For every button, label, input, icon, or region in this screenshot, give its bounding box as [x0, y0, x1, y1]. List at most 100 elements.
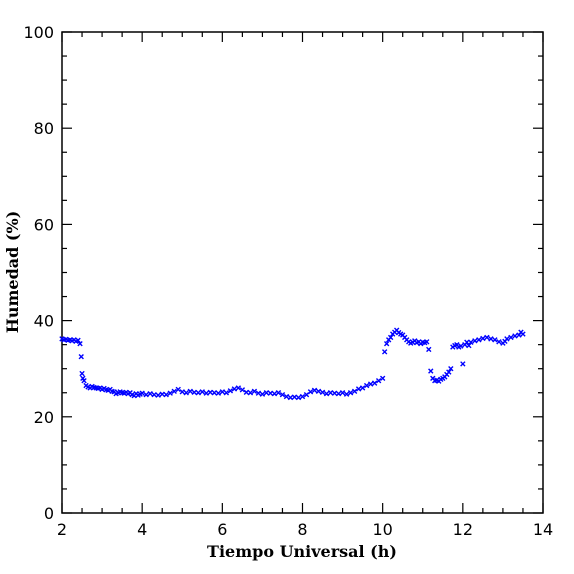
- data-point: [464, 339, 470, 345]
- data-point: [219, 389, 226, 395]
- data-point: [203, 390, 209, 396]
- x-tick-label: 2: [57, 520, 67, 539]
- data-point: [355, 386, 362, 392]
- data-point: [347, 390, 354, 396]
- y-tick-label: 0: [44, 504, 54, 523]
- data-point: [75, 337, 81, 344]
- data-point: [480, 335, 486, 342]
- data-point: [227, 388, 234, 394]
- data-point: [235, 385, 242, 391]
- data-points: [59, 327, 526, 401]
- data-point: [315, 388, 322, 395]
- data-point: [183, 390, 189, 396]
- data-point: [195, 390, 201, 396]
- data-point: [81, 378, 87, 384]
- data-point: [247, 390, 254, 396]
- data-point: [175, 386, 181, 393]
- data-point: [383, 340, 390, 347]
- data-point: [327, 390, 334, 396]
- data-point: [520, 331, 526, 337]
- data-point: [488, 336, 494, 342]
- data-point: [243, 389, 250, 395]
- data-point: [299, 393, 306, 400]
- data-point: [151, 391, 157, 398]
- y-tick-label: 80: [34, 119, 54, 138]
- data-point: [448, 366, 454, 372]
- data-point: [460, 361, 466, 367]
- data-point: [199, 389, 205, 395]
- data-point: [379, 375, 386, 382]
- y-tick-label: 40: [34, 312, 54, 331]
- data-point: [363, 382, 370, 389]
- data-point: [424, 339, 430, 345]
- data-point: [255, 390, 262, 396]
- data-point: [143, 391, 149, 398]
- data-point: [319, 389, 326, 395]
- x-tick-labels: 2 4 6 8 10 12 14: [57, 520, 553, 539]
- data-point: [512, 333, 518, 339]
- data-point: [171, 388, 177, 395]
- data-point: [279, 391, 286, 398]
- data-point: [147, 391, 153, 397]
- data-point: [496, 339, 502, 345]
- data-point: [472, 338, 478, 344]
- data-point: [231, 386, 238, 392]
- data-point: [287, 394, 294, 401]
- plot-frame: [61, 31, 544, 514]
- data-point: [303, 391, 310, 398]
- data-point: [351, 388, 358, 395]
- x-tick-label: 14: [533, 520, 553, 539]
- data-point: [484, 334, 490, 341]
- data-point: [508, 334, 514, 341]
- data-point: [295, 394, 302, 401]
- axis-ticks: [61, 31, 544, 514]
- x-tick-label: 8: [297, 520, 307, 539]
- data-point: [159, 391, 165, 397]
- data-point: [311, 387, 318, 394]
- data-point: [367, 381, 374, 387]
- data-point: [78, 353, 84, 360]
- data-point: [426, 346, 432, 353]
- y-tick-label: 60: [34, 215, 54, 234]
- data-point: [458, 343, 464, 349]
- data-point: [239, 387, 246, 393]
- data-point: [187, 388, 193, 395]
- data-point: [163, 391, 169, 398]
- x-tick-label: 12: [453, 520, 473, 539]
- data-point: [375, 378, 382, 384]
- data-point: [179, 389, 185, 395]
- y-axis-label: Humedad (%): [3, 211, 22, 334]
- data-point: [77, 340, 83, 347]
- data-point: [476, 337, 482, 343]
- data-point: [343, 391, 350, 397]
- data-point: [79, 370, 85, 377]
- data-point: [492, 337, 498, 343]
- data-point: [275, 390, 282, 396]
- x-axis-label: Tiempo Universal (h): [207, 542, 397, 561]
- data-point: [307, 389, 314, 395]
- data-point: [339, 390, 346, 396]
- x-tick-label: 4: [137, 520, 147, 539]
- data-point: [215, 390, 222, 396]
- data-point: [207, 389, 214, 395]
- data-point: [191, 389, 197, 395]
- data-point: [504, 336, 510, 342]
- data-point: [331, 390, 338, 396]
- data-point: [446, 369, 452, 375]
- data-point: [263, 390, 270, 396]
- data-point: [381, 349, 388, 355]
- data-point: [371, 380, 378, 386]
- data-point: [251, 388, 258, 395]
- x-tick-label: 10: [372, 520, 392, 539]
- y-tick-label: 20: [34, 408, 54, 427]
- data-point: [211, 390, 218, 396]
- data-point: [323, 391, 330, 397]
- data-point: [466, 342, 472, 349]
- data-point: [283, 393, 290, 400]
- data-point: [428, 368, 434, 374]
- data-point: [139, 390, 145, 396]
- data-point: [167, 390, 173, 396]
- data-point: [267, 390, 274, 396]
- data-point: [359, 385, 366, 391]
